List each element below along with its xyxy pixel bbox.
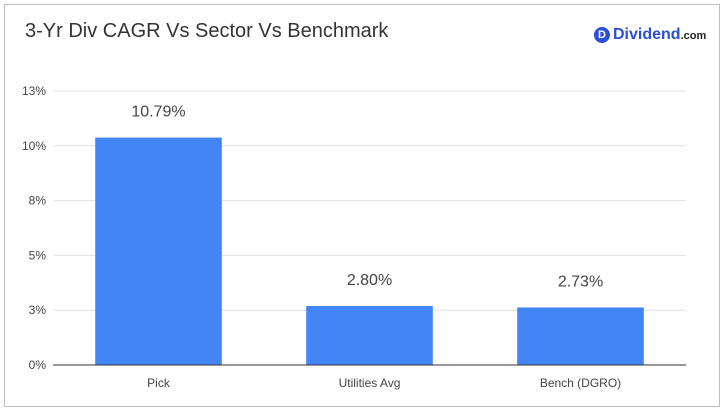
- chart-title: 3-Yr Div CAGR Vs Sector Vs Benchmark: [25, 20, 389, 42]
- logo-suffix: .com: [680, 30, 707, 42]
- data-label: 2.73%: [558, 273, 603, 290]
- x-axis-categories: Pick Utilities Avg Bench (DGRO): [147, 376, 621, 390]
- data-label: 10.79%: [131, 104, 185, 121]
- logo-name: Dividend: [613, 26, 681, 43]
- x-category-label: Utilities Avg: [339, 376, 401, 390]
- x-category-label: Bench (DGRO): [540, 376, 621, 390]
- y-tick-label: 5%: [29, 248, 47, 262]
- bar: [95, 137, 222, 365]
- bar: [306, 305, 433, 365]
- x-category-label: Pick: [147, 376, 171, 390]
- y-tick-label: 13%: [22, 84, 46, 98]
- y-tick-label: 3%: [29, 303, 47, 317]
- y-tick-label: 10%: [22, 139, 46, 153]
- logo-text: Dividend.com: [613, 25, 706, 46]
- data-label: 2.80%: [347, 272, 392, 289]
- data-labels: 10.79% 2.80% 2.73%: [131, 104, 603, 291]
- y-tick-label: 0%: [29, 358, 47, 372]
- logo-badge-icon: D: [594, 27, 610, 43]
- bar: [517, 307, 644, 365]
- bars: [95, 137, 644, 365]
- y-tick-label: 8%: [29, 194, 47, 208]
- y-axis-ticks: 0% 3% 5% 8% 10% 13%: [22, 84, 46, 372]
